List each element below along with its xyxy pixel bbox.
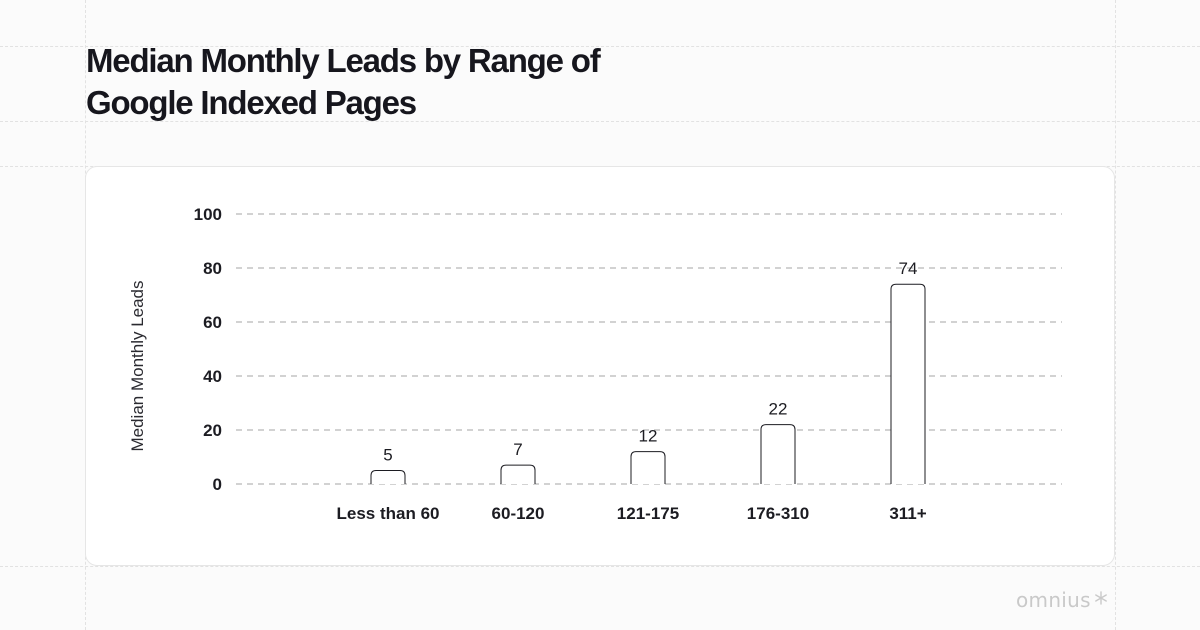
x-tick-label: 311+: [889, 504, 926, 523]
data-label: 7: [513, 440, 522, 459]
data-label: 12: [639, 427, 658, 446]
bar: [370, 470, 406, 484]
snowflake-icon: [1094, 590, 1108, 610]
y-tick-label: 0: [213, 475, 222, 494]
x-tick-label: Less than 60: [337, 504, 440, 523]
x-tick-label: 121-175: [617, 504, 679, 523]
omnius-logo: omnius: [1016, 588, 1108, 612]
data-label: 22: [769, 400, 788, 419]
data-label: 5: [383, 446, 392, 465]
y-axis-label: Median Monthly Leads: [128, 280, 147, 451]
y-tick-label: 80: [203, 259, 222, 278]
chart-title: Median Monthly Leads by Range of Google …: [86, 42, 601, 121]
bar: [760, 424, 796, 484]
y-tick-label: 40: [203, 367, 222, 386]
bar: [500, 464, 536, 484]
y-tick-label: 100: [194, 205, 222, 224]
x-tick-label: 60-120: [492, 504, 545, 523]
guide-line: [0, 566, 1200, 567]
data-label: 74: [899, 259, 918, 278]
guide-line: [0, 121, 1200, 122]
bar: [630, 451, 666, 484]
guide-line: [0, 46, 1200, 47]
chart-panel: [85, 166, 1115, 566]
bar: [890, 283, 926, 484]
guide-line: [1115, 0, 1116, 630]
y-tick-label: 60: [203, 313, 222, 332]
logo-text: omnius: [1016, 588, 1091, 612]
x-tick-label: 176-310: [747, 504, 809, 523]
y-tick-label: 20: [203, 421, 222, 440]
